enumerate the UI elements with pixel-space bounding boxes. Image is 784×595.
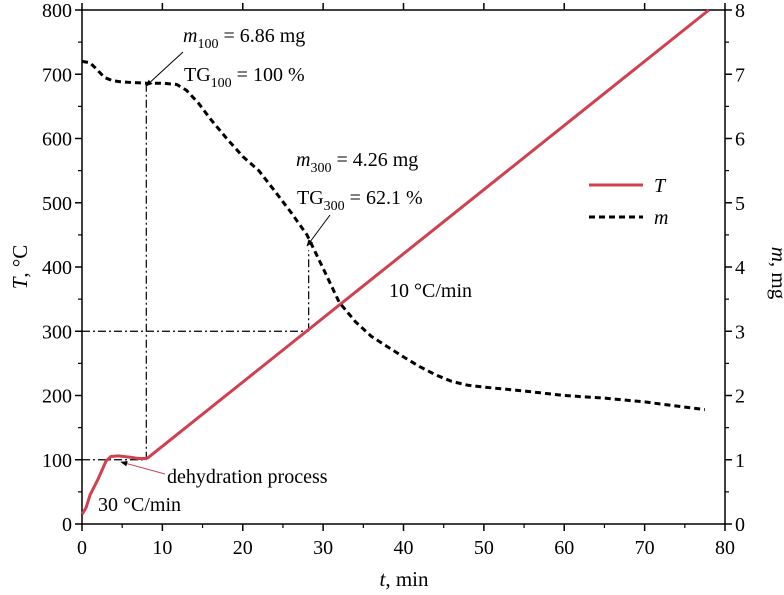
left-tick-label: 700 — [42, 64, 72, 86]
x-tick-label: 70 — [635, 537, 655, 559]
right-tick-label: 3 — [735, 321, 745, 343]
legend-label-T: T — [654, 175, 667, 197]
x-axis-ticks: 0 10 20 30 40 50 60 70 80 — [77, 3, 735, 559]
right-tick-label: 6 — [735, 129, 745, 151]
left-axis-label: T, °C — [8, 245, 32, 290]
left-tick-label: 200 — [42, 386, 72, 408]
right-tick-label: 5 — [735, 193, 745, 215]
x-tick-label: 60 — [554, 537, 574, 559]
x-tick-label: 30 — [313, 537, 333, 559]
dehydration-annotation: dehydration process — [120, 460, 328, 488]
x-tick-label: 40 — [394, 537, 414, 559]
x-tick-label: 50 — [474, 537, 494, 559]
x-tick-label: 0 — [77, 537, 87, 559]
left-tick-label: 100 — [42, 450, 72, 472]
annotation-m100-tg: TG100 = 100 % — [184, 64, 305, 91]
right-tick-label: 1 — [735, 450, 745, 472]
annotation-m100-arrow — [145, 51, 184, 87]
x-tick-label: 10 — [152, 537, 172, 559]
annotation-m300-arrow — [306, 214, 331, 247]
dehydration-arrow — [120, 460, 166, 475]
series-group — [80, 8, 710, 516]
rate-label-10: 10 °C/min — [389, 280, 472, 302]
right-tick-label: 0 — [735, 514, 745, 536]
right-axis-ticks: 0 1 2 3 4 5 6 7 8 — [725, 0, 745, 536]
left-tick-label: 300 — [42, 321, 72, 343]
left-tick-label: 0 — [62, 514, 72, 536]
left-tick-label: 500 — [42, 193, 72, 215]
guide-lines — [82, 83, 310, 461]
annotation-m300-mass: m300 = 4.26 mg — [296, 149, 418, 176]
series-line-T — [80, 8, 710, 516]
left-tick-label: 800 — [42, 0, 72, 22]
annotation-m100-mass: m100 = 6.86 mg — [183, 25, 305, 52]
right-tick-label: 7 — [735, 64, 745, 86]
legend-label-m: m — [654, 207, 668, 229]
right-tick-label: 8 — [735, 0, 745, 22]
series-line-m — [81, 59, 706, 412]
right-axis-label: m, mg — [767, 247, 784, 300]
dehydration-label: dehydration process — [167, 466, 328, 488]
annotation-m100: m100 = 6.86 mg TG100 = 100 % — [145, 25, 305, 91]
annotation-m300-tg: TG300 = 62.1 % — [297, 187, 423, 214]
rate-label-30: 30 °C/min — [98, 494, 181, 516]
right-tick-label: 2 — [735, 386, 745, 408]
left-axis-ticks: 0 100 200 300 400 500 600 700 800 — [42, 0, 82, 536]
legend: T m — [589, 175, 668, 229]
left-tick-label: 400 — [42, 257, 72, 279]
x-tick-label: 80 — [715, 537, 735, 559]
left-tick-label: 600 — [42, 129, 72, 151]
x-axis-label: t, min — [379, 567, 429, 591]
right-tick-label: 4 — [735, 257, 745, 279]
x-tick-label: 20 — [233, 537, 253, 559]
annotation-m300: m300 = 4.26 mg TG300 = 62.1 % — [296, 149, 423, 247]
